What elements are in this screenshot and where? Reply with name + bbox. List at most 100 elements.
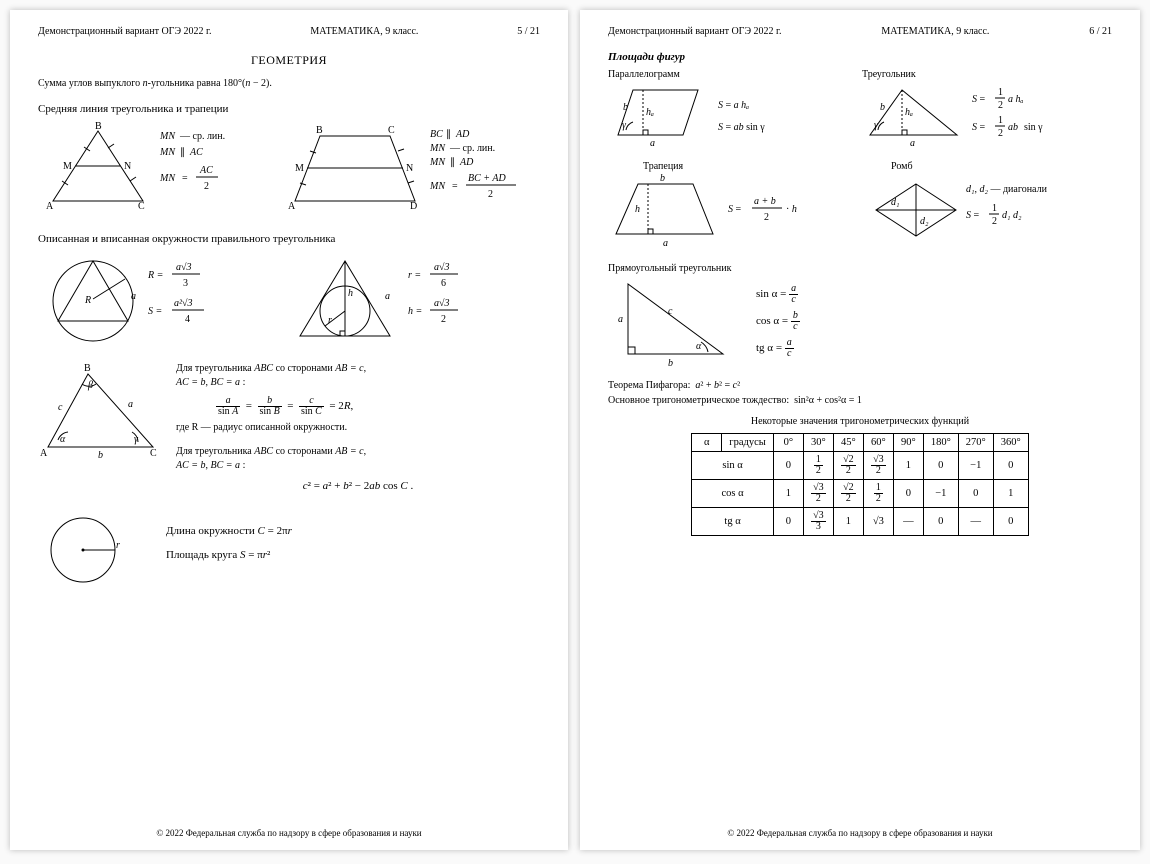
svg-text:2: 2 — [992, 216, 997, 227]
page-6-footer: © 2022 Федеральная служба по надзору в с… — [608, 818, 1112, 838]
svg-text:=: = — [452, 181, 458, 192]
inscribed-figure: r h a r = a√3 6 h = a√3 2 — [290, 251, 540, 354]
svg-text:hₐ: hₐ — [905, 107, 913, 118]
circumscribed-figure: R a R = a√3 3 S = a²√3 4 — [38, 251, 282, 354]
areas-heading: Площади фигур — [608, 51, 1112, 63]
svg-text:a: a — [650, 138, 655, 149]
circle-figure: r — [38, 510, 158, 593]
col-alpha: α — [692, 434, 722, 452]
trig-table-caption: Некоторые значения тригонометрических фу… — [608, 416, 1112, 427]
midline-triangle: B A C M N MN — ср. лин. MN ∥ AC — [38, 121, 272, 219]
svg-text:B: B — [84, 363, 91, 374]
svg-text:d₁: d₁ — [891, 197, 899, 208]
svg-text:a: a — [663, 238, 668, 249]
svg-text:a²√3: a²√3 — [174, 298, 193, 309]
areas-row2: Трапеция b a h S = a + b 2 — [608, 161, 1112, 255]
trig-identity: Основное тригонометрическое тождество: s… — [608, 395, 1112, 406]
svg-text:N: N — [406, 163, 413, 174]
svg-text:3: 3 — [183, 278, 188, 289]
svg-text:∥: ∥ — [180, 147, 185, 158]
midline-heading: Средняя линия треугольника и трапеции — [38, 103, 540, 115]
svg-text:6: 6 — [441, 278, 446, 289]
col-degrees: градусы — [722, 434, 774, 452]
svg-text:2: 2 — [204, 181, 209, 192]
svg-text:S =: S = — [728, 204, 742, 215]
svg-text:2: 2 — [764, 212, 769, 223]
svg-text:a√3: a√3 — [176, 262, 192, 273]
svg-text:b: b — [880, 102, 885, 113]
parallelogram-label: Параллелограмм — [608, 69, 854, 80]
midline-trapezoid: BC AD MN BC ∥ AD MN — ср. лин. MN ∥ AD M… — [280, 121, 540, 219]
svg-text:R: R — [84, 295, 91, 306]
right-triangle-row: α a b c sin α = ac cos α = bc tg α = ac — [608, 274, 1112, 372]
svg-text:S =: S = — [148, 306, 162, 317]
generic-triangle-figure: B A C c a b α β γ — [38, 362, 168, 465]
col-0: 0° — [773, 434, 803, 452]
svg-text:r =: r = — [408, 270, 421, 281]
svg-text:d₁, d₂ — диагонали: d₁, d₂ — диагонали — [966, 184, 1048, 195]
svg-text:— ср. лин.: — ср. лин. — [449, 143, 495, 154]
svg-text:N: N — [124, 161, 131, 172]
svg-text:a: a — [910, 138, 915, 149]
svg-text:4: 4 — [185, 314, 190, 325]
svg-text:A: A — [288, 201, 296, 212]
col-45: 45° — [833, 434, 863, 452]
parallelogram-block: Параллелограмм γ b hₐ a S = a hₐ S — [608, 69, 854, 153]
table-row-tg: tg α 0 √33 1 √3 — 0 — 0 — [692, 508, 1028, 536]
svg-text:S =: S = — [972, 94, 986, 105]
svg-text:∥: ∥ — [450, 157, 455, 168]
svg-text:=: = — [182, 173, 188, 184]
midline-trapezoid-figure: BC AD MN BC ∥ AD MN — ср. лин. MN ∥ AD M… — [280, 121, 540, 216]
areas-row1: Параллелограмм γ b hₐ a S = a hₐ S — [608, 69, 1112, 153]
page-5: Демонстрационный вариант ОГЭ 2022 г. МАТ… — [10, 10, 568, 850]
svg-text:AD: AD — [455, 129, 470, 140]
circum-inscribed-heading: Описанная и вписанная окружности правиль… — [38, 233, 540, 245]
svg-text:AC: AC — [189, 147, 203, 158]
midline-triangle-figure: B A C M N MN — ср. лин. MN ∥ AC — [38, 121, 268, 216]
svg-text:h: h — [348, 288, 353, 299]
svg-text:— ср. лин.: — ср. лин. — [179, 131, 225, 142]
svg-text:a + b: a + b — [754, 196, 776, 207]
sine-law-text: Для треугольника ABC со сторонами AB = c… — [176, 362, 540, 494]
svg-text:BC: BC — [430, 129, 443, 140]
page-6-header: Демонстрационный вариант ОГЭ 2022 г. МАТ… — [608, 26, 1112, 37]
triangle-label: Треугольник — [862, 69, 1112, 80]
svg-text:M: M — [63, 161, 72, 172]
trig-values-table: α градусы 0° 30° 45° 60° 90° 180° 270° 3… — [691, 433, 1028, 536]
svg-text:MN: MN — [159, 131, 176, 142]
row-label-sin: sin α — [692, 452, 774, 480]
trapezoid-label: Трапеция — [608, 161, 858, 172]
svg-text:B: B — [316, 125, 323, 136]
svg-text:MN: MN — [159, 173, 176, 184]
svg-text:S = ab sin γ: S = ab sin γ — [718, 122, 765, 133]
circle-formulas: Длина окружности C = 2πr Площадь круга S… — [166, 510, 292, 563]
svg-text:r: r — [116, 540, 120, 551]
svg-text:b: b — [623, 102, 628, 113]
midline-row: B A C M N MN — ср. лин. MN ∥ AC — [38, 121, 540, 219]
svg-text:a: a — [385, 291, 390, 302]
svg-text:2: 2 — [488, 189, 493, 200]
svg-text:· h: · h — [786, 204, 797, 215]
svg-text:∥: ∥ — [446, 129, 451, 140]
right-triangle-figure: α a b c — [608, 274, 748, 372]
col-270: 270° — [958, 434, 993, 452]
svg-text:BC + AD: BC + AD — [468, 173, 506, 184]
svg-text:D: D — [410, 201, 417, 212]
svg-text:a√3: a√3 — [434, 262, 450, 273]
row-label-cos: cos α — [692, 480, 774, 508]
svg-text:2: 2 — [998, 100, 1003, 111]
svg-text:MN: MN — [429, 181, 446, 192]
svg-text:ab: ab — [1008, 122, 1018, 133]
svg-text:AD: AD — [459, 157, 474, 168]
circle-row: r Длина окружности C = 2πr Площадь круга… — [38, 510, 540, 593]
svg-text:b: b — [660, 173, 665, 184]
svg-text:1: 1 — [992, 203, 997, 214]
svg-text:M: M — [295, 163, 304, 174]
page-6: Демонстрационный вариант ОГЭ 2022 г. МАТ… — [580, 10, 1140, 850]
col-360: 360° — [993, 434, 1028, 452]
svg-text:a√3: a√3 — [434, 298, 450, 309]
svg-text:a: a — [128, 399, 133, 410]
trig-ratios: sin α = ac cos α = bc tg α = ac — [756, 274, 800, 359]
svg-text:hₐ: hₐ — [646, 107, 654, 118]
regular-triangle-circles: R a R = a√3 3 S = a²√3 4 — [38, 251, 540, 354]
